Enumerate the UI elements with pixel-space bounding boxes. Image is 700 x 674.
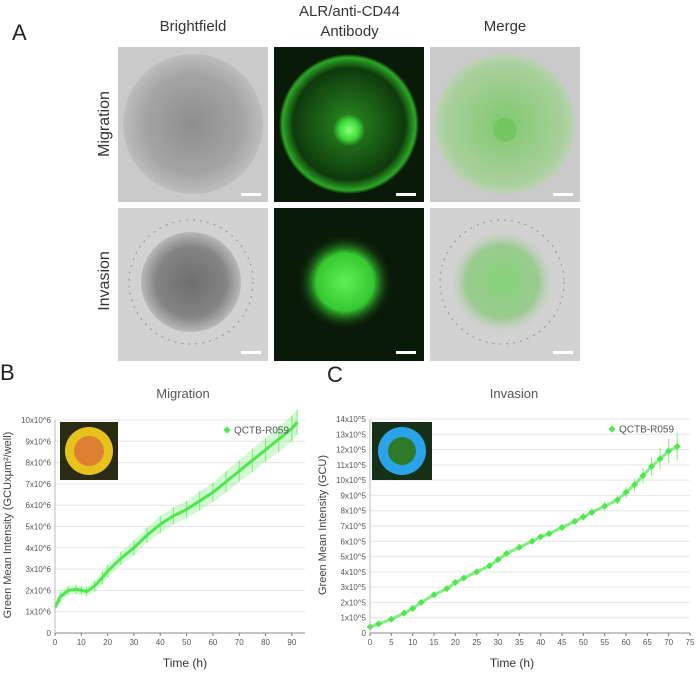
y-tick-label: 1x10^6 xyxy=(25,608,51,617)
x-tick-label: 90 xyxy=(287,638,296,647)
legend-marker xyxy=(608,425,616,433)
y-tick-label: 11x10^5 xyxy=(337,461,367,470)
y-tick-label: 6x10^6 xyxy=(25,501,51,510)
y-tick-label: 5x10^6 xyxy=(25,523,51,532)
tile-brightfield-invasion xyxy=(118,208,268,361)
x-axis-label: Time (h) xyxy=(490,656,534,670)
y-tick-label: 2x10^5 xyxy=(340,598,366,607)
inset-image xyxy=(372,422,432,480)
scale-bar xyxy=(241,193,261,196)
y-tick-label: 14x10^5 xyxy=(336,415,367,424)
y-tick-label: 8x10^5 xyxy=(340,507,366,516)
y-tick-label: 2x10^6 xyxy=(25,586,51,595)
y-axis-label: Green Mean Intensity (GCUxµm²/well) xyxy=(2,432,14,619)
scale-bar xyxy=(396,351,416,354)
x-tick-label: 25 xyxy=(472,638,481,647)
y-tick-label: 5x10^5 xyxy=(340,553,366,562)
error-band xyxy=(55,409,298,612)
tile-merge-migration xyxy=(430,47,580,202)
y-tick-label: 0 xyxy=(362,629,367,638)
column-header-antibody: ALR/anti-CD44 Antibody xyxy=(299,3,400,40)
x-tick-label: 20 xyxy=(103,638,112,647)
y-tick-label: 0 xyxy=(47,629,52,638)
x-tick-label: 75 xyxy=(686,638,695,647)
x-tick-label: 40 xyxy=(156,638,165,647)
scale-bar xyxy=(241,351,261,354)
panel-label-b: B xyxy=(0,360,15,385)
x-tick-label: 10 xyxy=(77,638,86,647)
y-tick-label: 3x10^6 xyxy=(25,565,51,574)
legend: QCTB-R059 xyxy=(608,425,674,436)
y-tick-label: 1x10^5 xyxy=(340,614,366,623)
y-tick-label: 13x10^5 xyxy=(336,430,367,439)
y-tick-label: 9x10^6 xyxy=(25,437,51,446)
y-tick-label: 7x10^5 xyxy=(340,522,366,531)
x-tick-label: 60 xyxy=(208,638,217,647)
panel-label-a: A xyxy=(12,20,27,45)
y-tick-label: 9x10^5 xyxy=(340,491,366,500)
microscopy-grid xyxy=(118,47,580,361)
x-tick-label: 55 xyxy=(600,638,609,647)
scale-bar xyxy=(553,193,573,196)
x-tick-label: 35 xyxy=(515,638,524,647)
column-header-brightfield: Brightfield xyxy=(159,18,227,35)
chart-title: Invasion xyxy=(490,386,538,401)
y-tick-label: 4x10^5 xyxy=(340,568,366,577)
tile-fluorescence-invasion xyxy=(274,208,424,361)
y-tick-label: 10x10^5 xyxy=(336,476,367,485)
tile-fluorescence-migration xyxy=(274,47,424,202)
x-tick-label: 60 xyxy=(622,638,631,647)
x-tick-label: 65 xyxy=(643,638,652,647)
scale-bar xyxy=(396,193,416,196)
series-line xyxy=(369,445,678,629)
scale-bar xyxy=(553,351,573,354)
x-tick-label: 0 xyxy=(368,638,373,647)
y-tick-label: 8x10^6 xyxy=(25,459,51,468)
y-tick-label: 12x10^5 xyxy=(336,446,367,455)
x-tick-label: 50 xyxy=(579,638,588,647)
x-tick-label: 5 xyxy=(389,638,394,647)
chart-title: Migration xyxy=(156,386,209,401)
x-tick-label: 50 xyxy=(182,638,191,647)
legend-label: QCTB-R059 xyxy=(234,426,289,437)
tile-merge-invasion xyxy=(430,208,580,361)
y-tick-label: 6x10^5 xyxy=(340,537,366,546)
y-tick-label: 10x10^6 xyxy=(21,416,52,425)
x-tick-label: 20 xyxy=(451,638,460,647)
migration-chart: Migration Time (h) Green Mean Intensity … xyxy=(2,386,305,670)
legend-marker xyxy=(223,426,231,434)
invasion-chart: Invasion Time (h) Green Mean Intensity (… xyxy=(317,386,695,670)
series-line xyxy=(53,421,299,609)
x-tick-label: 30 xyxy=(494,638,503,647)
legend-label: QCTB-R059 xyxy=(619,425,674,436)
x-tick-label: 70 xyxy=(235,638,244,647)
x-tick-label: 80 xyxy=(261,638,270,647)
x-tick-label: 45 xyxy=(558,638,567,647)
panel-label-c: C xyxy=(327,362,343,387)
x-tick-label: 30 xyxy=(129,638,138,647)
y-tick-label: 7x10^6 xyxy=(25,480,51,489)
x-axis-label: Time (h) xyxy=(163,656,207,670)
inset-image xyxy=(60,422,118,480)
x-tick-label: 15 xyxy=(430,638,439,647)
y-axis-label: Green Mean Intensity (GCU) xyxy=(317,455,329,595)
tile-brightfield-migration xyxy=(118,47,268,202)
x-tick-label: 0 xyxy=(53,638,58,647)
x-tick-label: 70 xyxy=(664,638,673,647)
y-tick-label: 3x10^5 xyxy=(340,583,366,592)
y-tick-label: 4x10^6 xyxy=(25,544,51,553)
legend: QCTB-R059 xyxy=(223,426,289,437)
x-tick-label: 10 xyxy=(408,638,417,647)
x-tick-label: 40 xyxy=(536,638,545,647)
column-header-merge: Merge xyxy=(483,18,527,35)
